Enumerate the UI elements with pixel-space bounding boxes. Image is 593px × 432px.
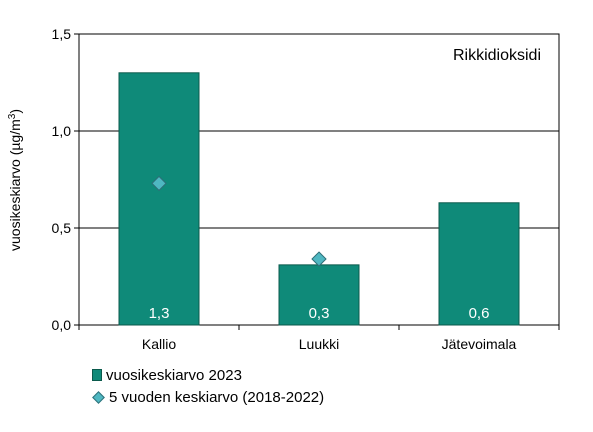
y-tick-label: 0,5 — [52, 220, 72, 236]
bar — [438, 202, 520, 326]
bar-data-label: 0,6 — [469, 305, 490, 322]
marker-point — [151, 175, 167, 192]
y-axis-ticks: 0,0 0,5 1,0 1,5 — [52, 26, 79, 333]
legend: vuosikeskiarvo 2023 5 vuoden keskiarvo (… — [92, 364, 324, 408]
x-tick-label: Kallio — [142, 336, 176, 352]
x-axis-ticks: Kallio Luukki Jätevoimala — [78, 325, 560, 352]
y-axis-label: vuosikeskiarvo (µg/m3) — [7, 109, 23, 251]
legend-item-marker: 5 vuoden keskiarvo (2018-2022) — [92, 386, 324, 408]
chart-annotation: Rikkidioksidi — [453, 47, 541, 64]
bar-data-label: 0,3 — [309, 305, 330, 322]
y-tick-label: 1,5 — [52, 26, 72, 42]
bar — [118, 72, 200, 326]
legend-item-bar: vuosikeskiarvo 2023 — [92, 364, 324, 386]
x-tick-label: Luukki — [299, 336, 339, 352]
x-tick-label: Jätevoimala — [442, 336, 517, 352]
marker-point — [311, 251, 327, 267]
markers — [151, 175, 327, 267]
y-tick-label: 0,0 — [52, 317, 72, 333]
legend-label-marker: 5 vuoden keskiarvo (2018-2022) — [109, 388, 325, 406]
legend-diamond-swatch — [92, 390, 105, 404]
legend-bar-swatch — [92, 369, 102, 381]
y-tick-label: 1,0 — [52, 123, 72, 139]
bar-data-label: 1,3 — [149, 305, 170, 322]
bars: 1,3 0,3 0,6 — [118, 72, 520, 326]
legend-label-bar: vuosikeskiarvo 2023 — [106, 366, 242, 384]
